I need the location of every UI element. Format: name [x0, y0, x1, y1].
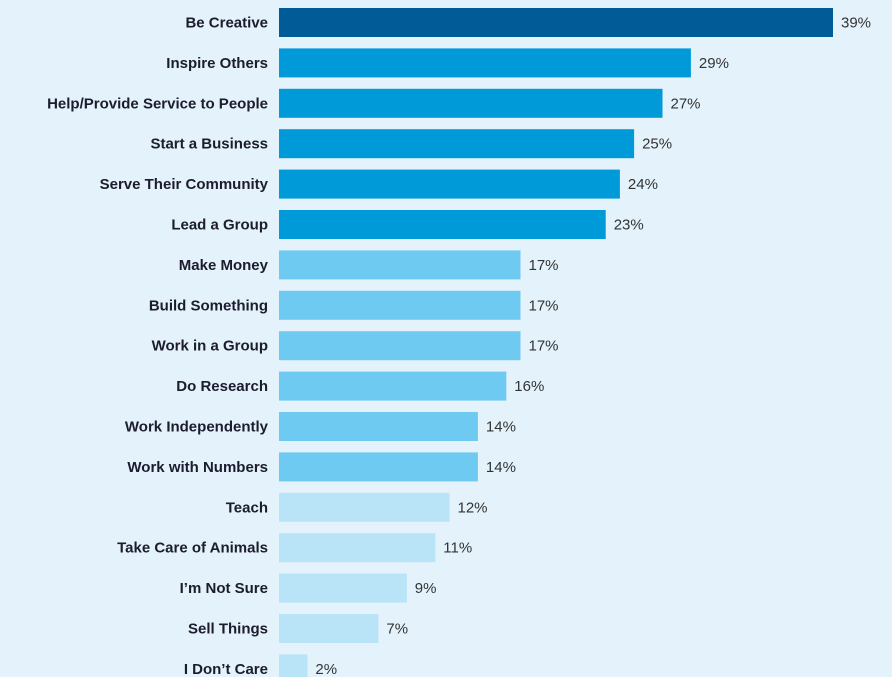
value-label-do-research: 16% — [514, 378, 544, 395]
category-label-be-creative: Be Creative — [185, 15, 268, 32]
category-label-teach: Teach — [226, 499, 268, 516]
value-label-make-money: 17% — [529, 257, 559, 274]
category-labels: Be Creative Inspire Others Help/Provide Se… — [47, 15, 269, 677]
category-label-work-independently: Work Independently — [125, 419, 269, 436]
bar-work-in-a-group — [279, 331, 521, 360]
bar-make-money — [279, 250, 521, 279]
value-label-work-with-numbers: 14% — [486, 459, 516, 476]
value-label-start-a-business: 25% — [642, 136, 672, 153]
category-label-do-research: Do Research — [176, 378, 268, 395]
category-label-make-money: Make Money — [179, 257, 269, 274]
value-label-serve-their-community: 24% — [628, 176, 658, 193]
category-label-start-a-business: Start a Business — [150, 136, 268, 153]
category-label-sell-things: Sell Things — [188, 621, 268, 638]
value-label-i-don-t-care: 2% — [315, 661, 337, 677]
category-label-serve-their-community: Serve Their Community — [100, 176, 269, 193]
value-label-lead-a-group: 23% — [614, 217, 644, 234]
category-label-work-in-a-group: Work in a Group — [152, 338, 268, 355]
value-label-work-independently: 14% — [486, 419, 516, 436]
bar-i-don-t-care — [279, 654, 307, 677]
bar-work-with-numbers — [279, 452, 478, 481]
category-label-i-don-t-care: I Don’t Care — [184, 661, 268, 677]
bar-build-something — [279, 291, 521, 320]
bar-i-m-not-sure — [279, 574, 407, 603]
category-label-help-provide-service-to-people: Help/Provide Service to People — [47, 95, 268, 112]
value-label-inspire-others: 29% — [699, 55, 729, 72]
bar-teach — [279, 493, 450, 522]
category-label-lead-a-group: Lead a Group — [171, 217, 268, 234]
value-label-take-care-of-animals: 11% — [443, 540, 472, 557]
value-label-work-in-a-group: 17% — [529, 338, 559, 355]
bar-take-care-of-animals — [279, 533, 435, 562]
value-label-help-provide-service-to-people: 27% — [671, 95, 701, 112]
category-label-inspire-others: Inspire Others — [166, 55, 268, 72]
bar-start-a-business — [279, 129, 634, 158]
bar-help-provide-service-to-people — [279, 89, 663, 118]
value-label-i-m-not-sure: 9% — [415, 580, 437, 597]
bar-lead-a-group — [279, 210, 606, 239]
category-label-i-m-not-sure: I’m Not Sure — [180, 580, 268, 597]
bar-serve-their-community — [279, 170, 620, 199]
bar-inspire-others — [279, 48, 691, 77]
bar-be-creative — [279, 8, 833, 37]
value-label-build-something: 17% — [529, 297, 559, 314]
value-label-teach: 12% — [458, 499, 488, 516]
bar-do-research — [279, 372, 506, 401]
category-label-build-something: Build Something — [149, 297, 268, 314]
value-label-be-creative: 39% — [841, 15, 871, 32]
bar-work-independently — [279, 412, 478, 441]
bar-sell-things — [279, 614, 378, 643]
value-label-sell-things: 7% — [386, 621, 408, 638]
category-label-work-with-numbers: Work with Numbers — [127, 459, 268, 476]
category-label-take-care-of-animals: Take Care of Animals — [117, 540, 268, 557]
